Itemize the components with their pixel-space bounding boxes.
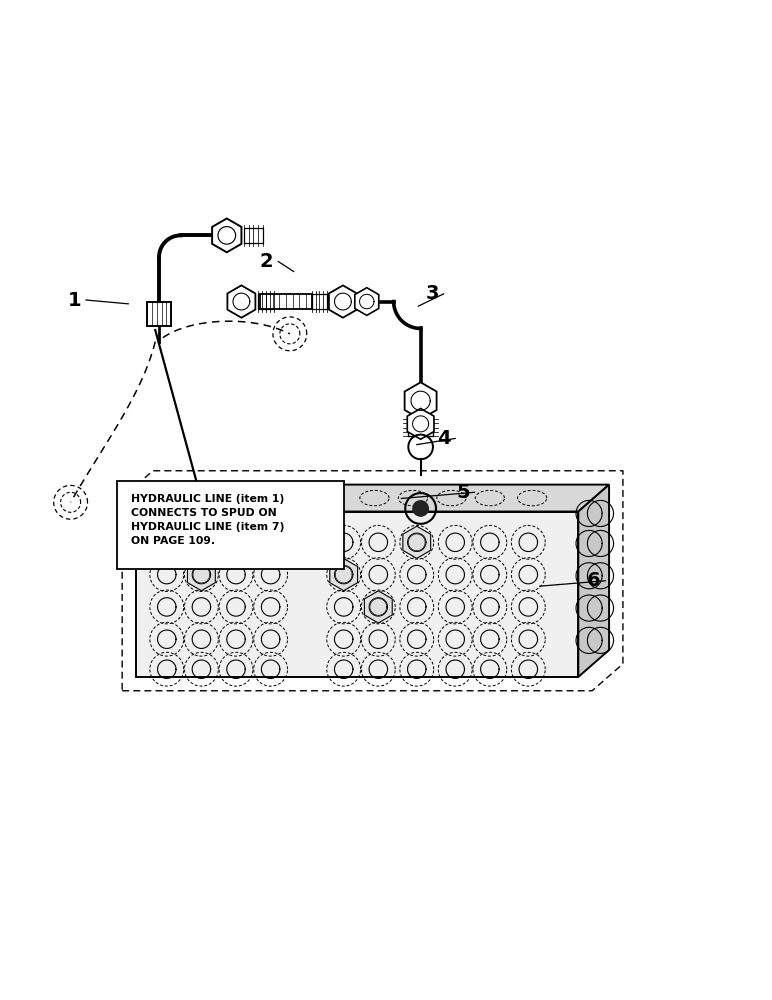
Polygon shape xyxy=(330,559,357,591)
Text: 6: 6 xyxy=(587,571,601,590)
Polygon shape xyxy=(351,295,359,308)
Polygon shape xyxy=(260,294,312,309)
Polygon shape xyxy=(312,294,327,309)
Polygon shape xyxy=(578,485,609,677)
Polygon shape xyxy=(258,294,274,309)
Polygon shape xyxy=(147,302,171,326)
Polygon shape xyxy=(408,408,434,439)
Text: 5: 5 xyxy=(456,483,469,502)
Polygon shape xyxy=(153,526,181,558)
Polygon shape xyxy=(403,526,431,558)
Polygon shape xyxy=(228,285,256,318)
Polygon shape xyxy=(329,285,357,318)
Text: 3: 3 xyxy=(425,284,439,303)
Polygon shape xyxy=(355,288,379,315)
Text: HYDRAULIC LINE (item 1)
CONNECTS TO SPUD ON
HYDRAULIC LINE (item 7)
ON PAGE 109.: HYDRAULIC LINE (item 1) CONNECTS TO SPUD… xyxy=(131,494,285,546)
Polygon shape xyxy=(408,419,433,436)
Polygon shape xyxy=(136,485,609,512)
Text: 2: 2 xyxy=(260,252,273,271)
Polygon shape xyxy=(212,218,242,252)
Polygon shape xyxy=(136,512,578,677)
Polygon shape xyxy=(364,591,392,623)
FancyBboxPatch shape xyxy=(117,481,344,569)
Text: 1: 1 xyxy=(68,291,81,310)
Circle shape xyxy=(413,501,428,516)
Text: 4: 4 xyxy=(437,429,451,448)
Polygon shape xyxy=(244,228,263,243)
Polygon shape xyxy=(405,382,437,419)
Polygon shape xyxy=(257,526,285,558)
Polygon shape xyxy=(188,559,215,591)
